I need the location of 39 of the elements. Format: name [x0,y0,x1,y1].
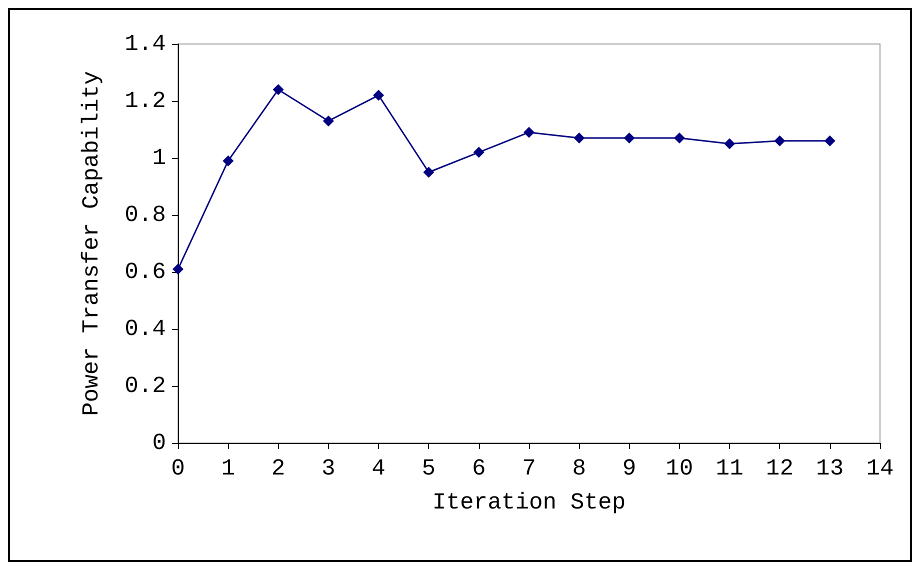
y-tick-label: 1.4 [124,31,166,57]
x-tick-label: 2 [271,456,286,482]
y-tick-label: 0 [152,430,166,456]
point [423,166,434,178]
x-tick-label: 1 [221,456,236,482]
x-tick-label: 8 [572,456,586,482]
y-tick-label: 1.2 [124,88,166,114]
x-tick-label: 6 [472,456,486,482]
x-tick-label: 7 [522,456,536,482]
x-tick-label: 9 [622,456,636,482]
y-tick-label: 1 [152,145,166,171]
x-tick-label: 10 [666,456,694,482]
x-tick-label: 4 [372,456,386,482]
x-tick-label: 14 [866,456,894,482]
point [574,132,585,144]
point [624,132,635,144]
x-tick-label: 3 [322,456,336,482]
point [724,138,736,150]
y-axis-title: Power Transfer Capability [78,70,104,416]
y-tick-label: 0.4 [124,316,166,342]
x-axis-title: Iteration Step [432,490,626,516]
x-tick-label: 12 [766,456,794,482]
x-tick-label: 11 [716,456,744,482]
point [322,115,334,126]
y-tick-label: 0.6 [124,259,166,285]
point [373,90,384,101]
point [674,132,685,144]
x-tick-label: 5 [422,456,436,482]
y-tick-label: 0.2 [124,373,166,399]
y-tick-label: 0.8 [124,202,166,228]
point [774,135,786,146]
point [824,135,836,146]
point [524,126,534,138]
x-tick-label: 13 [816,456,844,482]
point [172,264,184,275]
point [272,84,284,96]
x-tick-label: 0 [171,456,185,482]
point [222,155,234,166]
point [473,146,484,158]
